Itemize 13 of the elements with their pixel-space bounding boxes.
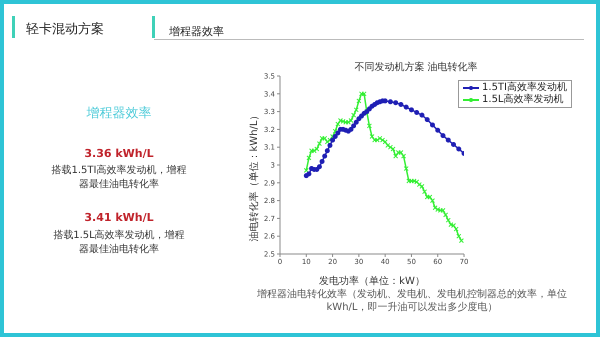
chart-title: 不同发动机方案 油电转化率 [353, 60, 479, 74]
text: 3.36 kWh/L [83, 147, 155, 160]
text: 搭载1.5L高效率发动机，增程器最佳油电转化率 [52, 229, 186, 257]
text: 3.41 kWh/L [83, 211, 155, 224]
text: 增程器效率 [86, 105, 152, 122]
text: 增程器油电转化效率（发动机、发电机、发电机控制器总的效率，单位kWh/L，即一升油可以发出多少度电） [256, 288, 568, 314]
y-axis-title: 油电转化率（单位：kWh/L） [248, 110, 261, 244]
text: 搭载1.5TI高效率发动机，增程器最佳油电转化率 [50, 164, 188, 192]
legend-label: 1.5L高效率发动机 [482, 94, 564, 106]
x-axis-title: 发电功率（单位：kW） [319, 275, 425, 287]
text: 增程器效率 [169, 24, 224, 39]
legend-label: 1.5TI高效率发动机 [482, 82, 567, 94]
text: 轻卡混动方案 [26, 21, 104, 38]
